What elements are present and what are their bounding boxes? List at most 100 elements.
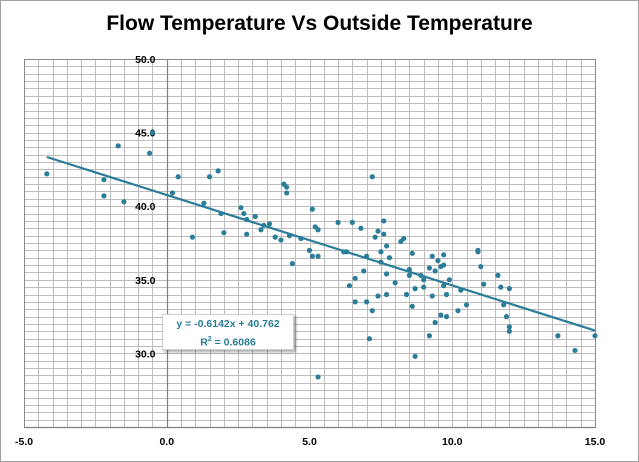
data-point — [572, 347, 578, 354]
data-point — [386, 255, 393, 261]
data-point — [306, 247, 313, 253]
data-point — [441, 252, 447, 258]
data-point — [438, 312, 444, 318]
data-point — [441, 262, 447, 268]
data-point — [401, 235, 407, 242]
data-point — [441, 283, 447, 289]
data-point — [383, 291, 390, 298]
data-point — [443, 291, 450, 298]
data-point — [284, 190, 290, 196]
trendline — [46, 155, 596, 332]
data-point — [289, 261, 295, 267]
data-point — [435, 258, 441, 264]
data-point — [252, 213, 258, 220]
data-point — [309, 206, 315, 212]
data-point — [409, 250, 415, 256]
data-point — [432, 319, 438, 326]
data-point — [346, 283, 353, 289]
data-point — [364, 299, 370, 305]
y-tick-label: 40.0 — [135, 201, 156, 213]
data-point — [381, 231, 387, 237]
data-point — [272, 234, 278, 240]
x-tick-label: -5.0 — [15, 436, 33, 448]
trendline-group — [46, 155, 596, 332]
data-point — [361, 268, 367, 274]
data-point — [412, 353, 418, 359]
x-tick-label: 10.0 — [442, 436, 463, 448]
data-point — [481, 281, 487, 287]
data-point — [315, 227, 321, 233]
data-point — [169, 190, 176, 196]
data-point — [315, 253, 321, 259]
data-point — [284, 184, 290, 190]
data-point — [426, 265, 433, 271]
data-point — [369, 308, 375, 314]
data-point — [372, 234, 378, 240]
data-point — [335, 219, 341, 225]
data-point — [358, 225, 364, 231]
data-point — [101, 193, 107, 199]
data-point — [352, 299, 358, 305]
data-point — [375, 293, 381, 299]
data-point — [369, 174, 375, 180]
data-point — [366, 336, 373, 342]
data-point — [238, 205, 244, 211]
gridlines — [24, 59, 596, 428]
data-point — [498, 284, 504, 290]
data-point — [592, 333, 598, 339]
data-point — [421, 277, 427, 283]
data-point — [149, 130, 156, 136]
data-point — [406, 272, 413, 278]
data-point — [403, 291, 410, 298]
data-point — [555, 333, 561, 339]
tick-labels: -5.0 0.0 5.0 10.0 15.0 30.0 35.0 40.0 45.0 50.0 — [15, 54, 605, 448]
data-point — [101, 177, 107, 183]
data-point — [429, 253, 435, 259]
data-point — [44, 171, 50, 177]
data-point — [258, 227, 264, 233]
data-point — [429, 293, 435, 299]
chart-title: Flow Temperature Vs Outside Temperature — [106, 12, 533, 35]
data-point — [349, 219, 355, 225]
data-point — [506, 328, 512, 334]
y-tick-label: 30.0 — [135, 348, 156, 360]
data-point — [121, 199, 127, 205]
data-point — [501, 302, 507, 308]
data-point — [412, 286, 418, 292]
data-point — [115, 143, 121, 149]
trendline-equation: y = -0.6142x + 40.762 — [176, 318, 280, 330]
data-point — [241, 210, 247, 217]
data-points — [44, 130, 598, 380]
data-point — [455, 308, 461, 314]
axes — [24, 59, 596, 429]
trendline-equation-box: y = -0.6142x + 40.762 R2 = 0.6086 — [162, 314, 294, 350]
data-point — [375, 228, 381, 234]
r2-value: = 0.6086 — [211, 336, 256, 349]
data-point — [506, 286, 512, 292]
r2-prefix: R — [200, 336, 208, 349]
data-point — [409, 303, 415, 309]
data-point — [315, 374, 321, 380]
data-point — [495, 272, 501, 278]
data-point — [506, 324, 512, 330]
data-point — [309, 253, 315, 259]
data-point — [206, 174, 213, 180]
x-tick-label: 0.0 — [159, 436, 174, 448]
data-point — [426, 333, 433, 339]
data-point — [503, 314, 510, 320]
data-point — [189, 234, 196, 240]
trendline-r-squared: R2 = 0.6086 — [163, 332, 293, 351]
data-point — [392, 280, 398, 286]
data-point — [421, 284, 427, 290]
data-point — [221, 230, 227, 236]
y-tick-label: 50.0 — [135, 54, 156, 66]
data-point — [381, 218, 387, 224]
data-point — [463, 302, 470, 308]
data-point — [266, 221, 273, 227]
data-point — [446, 277, 452, 283]
data-point — [352, 275, 358, 281]
data-point — [378, 249, 384, 255]
x-tick-label: 5.0 — [302, 436, 317, 448]
data-point — [475, 249, 481, 255]
